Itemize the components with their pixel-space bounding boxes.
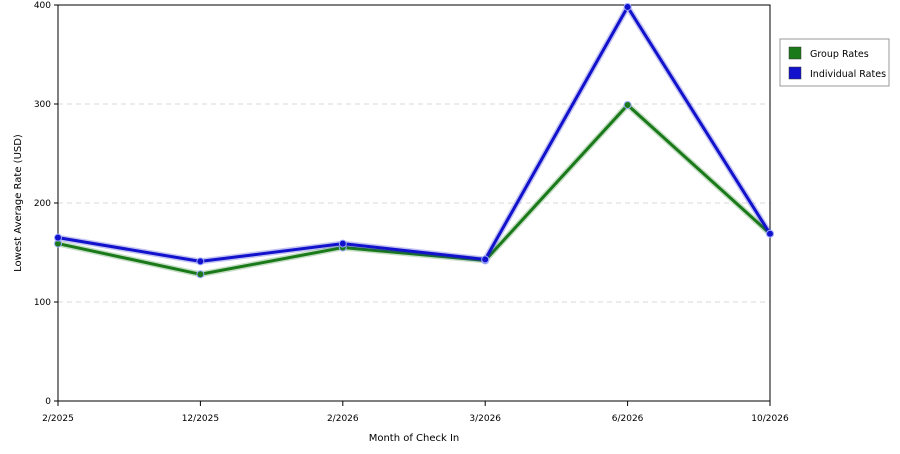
x-tick-label: 2/2026 [327,414,359,424]
series-line [57,5,772,263]
x-tick-label: 6/2026 [612,414,644,424]
x-axis: 2/2025 12/2025 2/2026 3/2026 6/2026 10/2026 [42,401,789,424]
y-axis-title: Lowest Average Rate (USD) [13,134,24,272]
data-point [623,2,632,11]
y-axis: 0 100 200 300 400 [34,1,58,407]
data-point [196,257,205,266]
legend: Group Rates Individual Rates [779,38,890,87]
legend-swatch [788,66,802,80]
series-lines [54,2,774,279]
y-tick-label: 300 [34,100,51,110]
x-tick-label: 12/2025 [182,414,219,424]
y-tick-label: 100 [34,298,51,308]
data-point [766,229,774,238]
legend-swatch [788,46,802,60]
x-tick-label: 10/2026 [751,414,789,424]
x-tick-label: 2/2025 [42,414,74,424]
y-tick-label: 0 [45,397,51,407]
y-tick-label: 400 [34,1,51,11]
x-tick-label: 3/2026 [469,414,501,424]
data-point [623,100,632,109]
legend-label: Individual Rates [810,69,886,80]
data-point [338,239,347,248]
legend-label: Group Rates [810,49,869,60]
y-tick-label: 200 [34,199,51,209]
grid-lines [58,103,770,303]
data-point [196,270,205,279]
x-axis-title: Month of Check In [369,433,460,444]
data-point [481,255,490,264]
series-individual-rates [54,2,774,266]
series-line [57,103,772,276]
data-point [54,233,62,242]
